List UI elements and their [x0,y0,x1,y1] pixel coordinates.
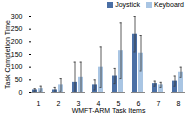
svg-text:50: 50 [15,76,23,83]
svg-text:6: 6 [136,100,141,108]
svg-text:3: 3 [76,100,81,108]
svg-text:4: 4 [96,100,101,108]
svg-text:8: 8 [177,100,181,107]
html-text:Keyboard: Keyboard [154,1,184,8]
svg-text:250: 250 [11,25,23,32]
svg-text:2: 2 [57,100,61,107]
html-text:Joystick: Joystick [115,1,140,8]
svg-text:Task Completion Time: Task Completion Time [4,20,12,89]
svg-text:7: 7 [157,100,161,107]
svg-text:100: 100 [11,63,23,70]
svg-text:1: 1 [37,100,41,107]
svg-text:5: 5 [116,100,121,108]
svg-text:0: 0 [19,89,23,96]
svg-text:150: 150 [11,51,23,58]
svg-text:300: 300 [11,13,23,20]
svg-text:200: 200 [11,38,23,45]
svg-text:WMFT-ARM Task Items: WMFT-ARM Task Items [72,107,146,114]
